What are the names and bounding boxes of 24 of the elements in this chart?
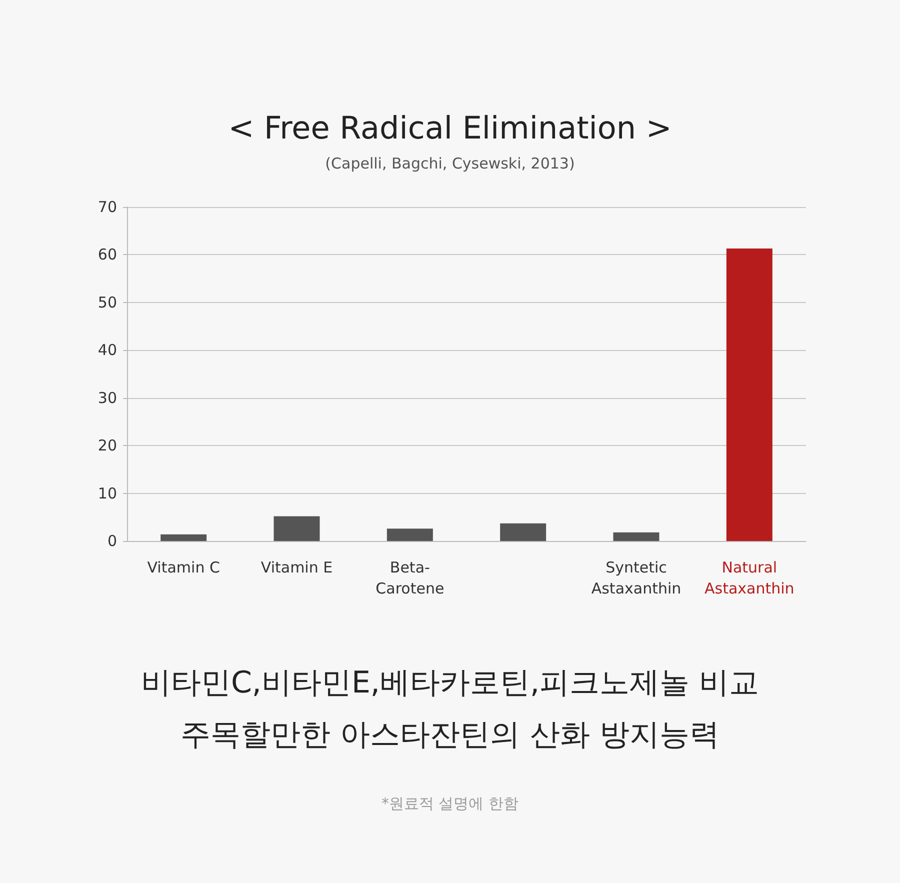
y-tick-label: 30 — [98, 388, 117, 407]
y-tick-label: 50 — [98, 293, 117, 312]
bar — [613, 532, 660, 541]
chart-title: < Free Radical Elimination > — [228, 110, 672, 146]
x-tick-label: Vitamin E — [260, 558, 333, 576]
bar — [160, 534, 207, 541]
bar — [500, 523, 546, 541]
bar — [386, 528, 433, 541]
y-tick-label: 70 — [98, 198, 117, 216]
text: 주목할만한 아스타잔틴의 산화 방지능력 — [180, 718, 720, 752]
chart-subtitle: (Capelli, Bagchi, Cysewski, 2013) — [325, 154, 575, 172]
text: 비타민C,비타민E,베타카로틴,피크노제놀 비교 — [140, 666, 760, 700]
y-tick-label: 60 — [98, 246, 117, 264]
x-tick-label: Beta- Carotene — [376, 558, 444, 598]
x-tick-label: Vitamin C — [147, 558, 220, 576]
x-tick-label: Natural Astaxanthin — [704, 558, 794, 598]
text: *원료적 설명에 한함 — [381, 794, 519, 812]
y-tick-label: 10 — [98, 484, 117, 502]
bar — [726, 248, 772, 541]
bar — [274, 516, 320, 541]
x-tick-label: Syntetic Astaxanthin — [591, 558, 682, 598]
y-tick-label: 0 — [107, 532, 117, 550]
y-tick-label: 40 — [98, 341, 117, 360]
y-tick-label: 20 — [98, 436, 117, 455]
